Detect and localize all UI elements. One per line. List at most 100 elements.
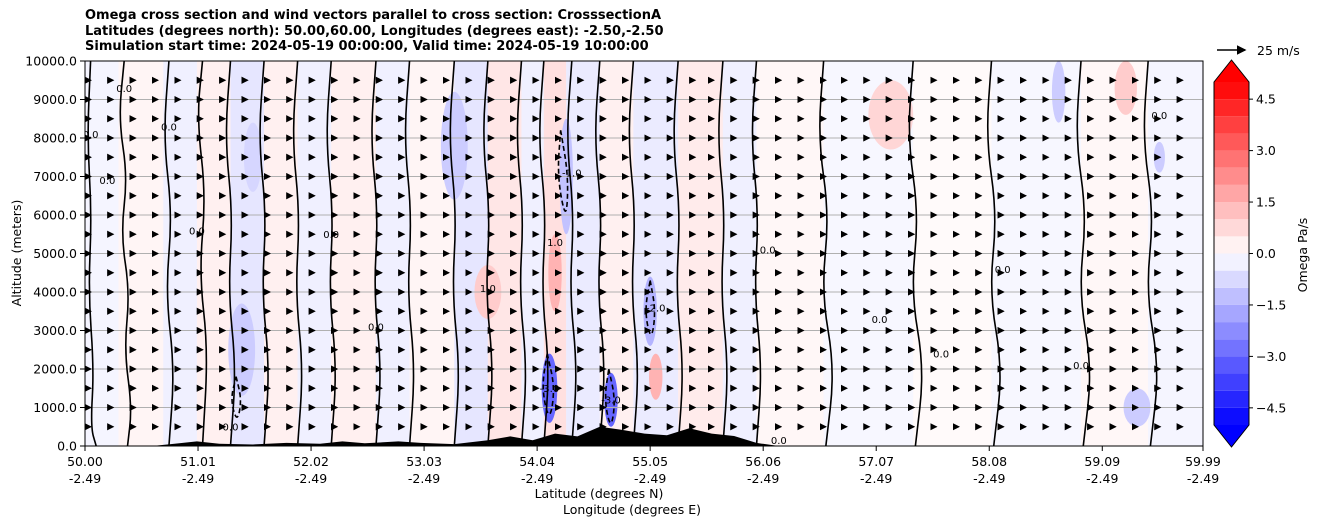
colorbar-segment	[1214, 116, 1249, 134]
y-tick-label: 8000.0	[33, 131, 77, 146]
colorbar-segment	[1214, 390, 1249, 408]
x-tick-label-latitude: 52.02	[293, 454, 329, 469]
grid-layer	[85, 99, 1203, 408]
x-tick-label-longitude: -2.49	[1187, 471, 1219, 486]
y-tick-label: 9000.0	[33, 92, 77, 107]
x-tick-label-latitude: 51.01	[180, 454, 216, 469]
negative-omega-contour	[557, 130, 569, 212]
colorbar-extend-high	[1214, 60, 1249, 82]
y-axis-ticks: 0.0 1000.0 2000.0 3000.0 4000.0 5000.0 6000.0 7…	[25, 54, 85, 454]
colorbar: 4.5 3.0 1.5 0.0 −1.5 −3.0 −4.5	[1213, 59, 1286, 448]
colorbar-tick-label: 0.0	[1256, 246, 1276, 261]
x-tick-label-longitude: -2.49	[634, 471, 666, 486]
contour-label: 0.0	[1151, 111, 1167, 122]
omega-blob	[440, 91, 468, 200]
contour-label: 0.0	[189, 226, 205, 237]
colorbar-segment	[1214, 304, 1249, 323]
colorbar-segment	[1214, 150, 1249, 168]
x-tick-label-latitude: 57.07	[858, 454, 894, 469]
quiver-key-label: 25 m/s	[1257, 43, 1300, 58]
x-tick-label-longitude: -2.49	[973, 471, 1005, 486]
colorbar-segment	[1214, 356, 1249, 374]
negative-omega-contour	[604, 368, 615, 424]
colorbar-tick-label: −3.0	[1256, 349, 1286, 364]
colorbar-outline	[1213, 59, 1250, 448]
x-tick-label-longitude: -2.49	[408, 471, 440, 486]
y-tick-label: 0.0	[57, 439, 77, 454]
zero-omega-contour	[539, 61, 549, 446]
colorbar-tick-label: 4.5	[1256, 92, 1276, 107]
x-axis-label-latitude: Latitude (degrees N)	[535, 486, 664, 501]
x-tick-label-latitude: 59.99	[1185, 454, 1221, 469]
colorbar-segment	[1214, 407, 1249, 425]
colorbar-segment	[1214, 99, 1249, 117]
contour-label: 0.0	[99, 176, 115, 187]
x-tick-label-longitude: -2.49	[69, 471, 101, 486]
contour-label: 1.0	[547, 238, 563, 249]
contour-label: 0.0	[323, 230, 339, 241]
x-tick-label-longitude: -2.49	[295, 471, 327, 486]
chart-title-block: Omega cross section and wind vectors par…	[85, 8, 664, 55]
y-tick-label: 6000.0	[33, 208, 77, 223]
contour-label: 0.0	[161, 122, 177, 133]
x-axis-ticks: 50.00 -2.49 51.01 -2.49 52.02 -2.49 53.03 -2.49…	[67, 446, 1221, 486]
x-tick-label-latitude: 59.09	[1084, 454, 1120, 469]
contour-label: -3.0	[540, 384, 560, 395]
contour-label: 0.0	[116, 84, 132, 95]
colorbar-segment	[1214, 287, 1249, 305]
contour-label: -3.0	[601, 396, 621, 407]
contour-label: 0.0	[1073, 361, 1089, 372]
omega-blob	[541, 353, 558, 423]
contour-label: 0.0	[223, 423, 239, 434]
colorbar-segment	[1214, 270, 1249, 288]
contour-label: -1.0	[562, 169, 582, 180]
colorbar-segment	[1214, 184, 1249, 203]
colorbar-tick-label: −4.5	[1256, 400, 1286, 415]
chart-title-line-1: Omega cross section and wind vectors par…	[85, 8, 662, 23]
zero-omega-contour	[404, 61, 415, 446]
colorbar-tick-label: −1.5	[1256, 297, 1286, 312]
x-tick-label-latitude: 58.08	[971, 454, 1007, 469]
x-tick-label-longitude: -2.49	[860, 471, 892, 486]
chart-title-line-2: Latitudes (degrees north): 50.00,60.00, …	[85, 23, 664, 39]
negative-omega-contour	[231, 376, 242, 418]
colorbar-segment	[1214, 133, 1249, 151]
y-tick-label: 1000.0	[33, 400, 77, 415]
chart-title-line-3: Simulation start time: 2024-05-19 00:00:…	[85, 39, 649, 54]
zero-omega-contour	[225, 61, 236, 446]
zero-omega-contour	[197, 61, 208, 446]
colorbar-segment	[1214, 82, 1249, 100]
colorbar-segment	[1214, 236, 1249, 254]
contour-label: 0.0	[771, 436, 787, 447]
zero-omega-contour	[673, 61, 683, 446]
colorbar-segment	[1214, 202, 1249, 220]
omega-blob	[649, 353, 663, 400]
zero-omega-contour	[516, 61, 527, 446]
omega-blob	[1051, 61, 1066, 123]
colorbar-tick-label: 3.0	[1256, 143, 1276, 158]
contour-label: -2.0	[646, 303, 666, 314]
colorbar-extend-low	[1214, 425, 1249, 447]
y-tick-label: 7000.0	[33, 169, 77, 184]
x-tick-label-latitude: 54.04	[519, 454, 555, 469]
x-tick-label-latitude: 56.06	[745, 454, 781, 469]
contour-label: 1.0	[480, 284, 496, 295]
zero-omega-contour	[449, 61, 460, 446]
y-tick-label: 2000.0	[33, 362, 77, 377]
zero-omega-contour	[292, 61, 303, 446]
y-tick-label: 4000.0	[33, 285, 77, 300]
quiver-key: 25 m/s	[1217, 43, 1300, 58]
zero-omega-contour	[164, 61, 174, 446]
zero-omega-contour	[119, 61, 132, 446]
zero-omega-contour	[628, 61, 639, 446]
terrain-layer	[85, 426, 1203, 446]
colorbar-segment	[1214, 322, 1249, 340]
contour-label: 0.0	[995, 265, 1011, 276]
colorbar-segment	[1214, 373, 1249, 391]
negative-omega-contour	[542, 353, 555, 416]
wind-vector-layer	[85, 76, 1184, 431]
y-tick-label: 5000.0	[33, 246, 77, 261]
colorbar-segment	[1214, 219, 1249, 237]
contour-label: 0.0	[933, 349, 949, 360]
